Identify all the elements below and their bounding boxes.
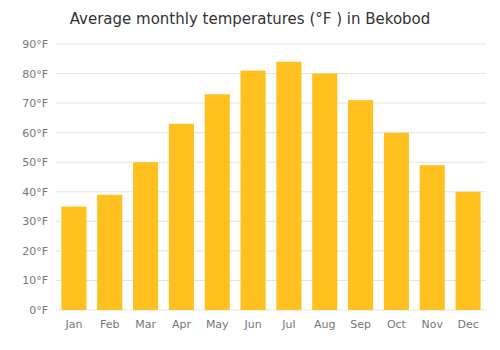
y-tick-label: 80°F <box>22 68 48 81</box>
y-tick-label: 20°F <box>22 245 48 258</box>
y-axis: 0°F 10°F 20°F 30°F 40°F 50°F 60°F 70°F 80°F 90°F <box>22 38 48 317</box>
y-tick-label: 0°F <box>29 304 48 317</box>
grid-line <box>56 162 486 163</box>
page: {"chart_data": {"type": "bar", "title": … <box>0 0 500 350</box>
grid-line <box>56 103 486 104</box>
bar <box>133 162 158 310</box>
x-axis: Jan Feb Mar Apr May Jun Jul Aug Sep Oct Nov Dec <box>64 318 478 331</box>
bar <box>241 71 266 310</box>
bar <box>384 133 409 310</box>
y-tick-label: 30°F <box>22 215 48 228</box>
y-tick-label: 70°F <box>22 97 48 110</box>
x-tick-label: Sep <box>350 318 371 331</box>
bar <box>97 195 122 310</box>
grid <box>56 44 486 310</box>
y-tick-label: 50°F <box>22 156 48 169</box>
y-tick-label: 60°F <box>22 127 48 140</box>
bar <box>276 62 301 310</box>
x-tick-label: Jun <box>243 318 261 331</box>
x-tick-label: Nov <box>422 318 444 331</box>
y-tick-label: 10°F <box>22 274 48 287</box>
chart: Average monthly temperatures (°F ) in Be… <box>0 0 500 350</box>
title: Average monthly temperatures (°F ) in Be… <box>70 10 431 28</box>
bar <box>420 165 445 310</box>
bars <box>61 62 480 310</box>
grid-line <box>56 132 486 133</box>
bar <box>348 100 373 310</box>
y-tick-label: 40°F <box>22 186 48 199</box>
x-tick-label: Apr <box>172 318 192 331</box>
bar <box>61 207 86 310</box>
x-tick-label: Aug <box>314 318 335 331</box>
x-tick-label: Jan <box>64 318 82 331</box>
bar <box>205 94 230 310</box>
bar <box>456 192 481 310</box>
chart-container: Average monthly temperatures (°F ) in Be… <box>0 0 500 350</box>
grid-line <box>56 44 486 45</box>
x-tick-label: Feb <box>100 318 119 331</box>
x-tick-label: Dec <box>457 318 478 331</box>
y-tick-label: 90°F <box>22 38 48 51</box>
bar <box>312 74 337 310</box>
bar <box>169 124 194 310</box>
grid-line <box>56 73 486 74</box>
x-tick-label: Oct <box>387 318 407 331</box>
x-tick-label: Mar <box>135 318 156 331</box>
x-tick-label: Jul <box>281 318 295 331</box>
x-tick-label: May <box>206 318 229 331</box>
